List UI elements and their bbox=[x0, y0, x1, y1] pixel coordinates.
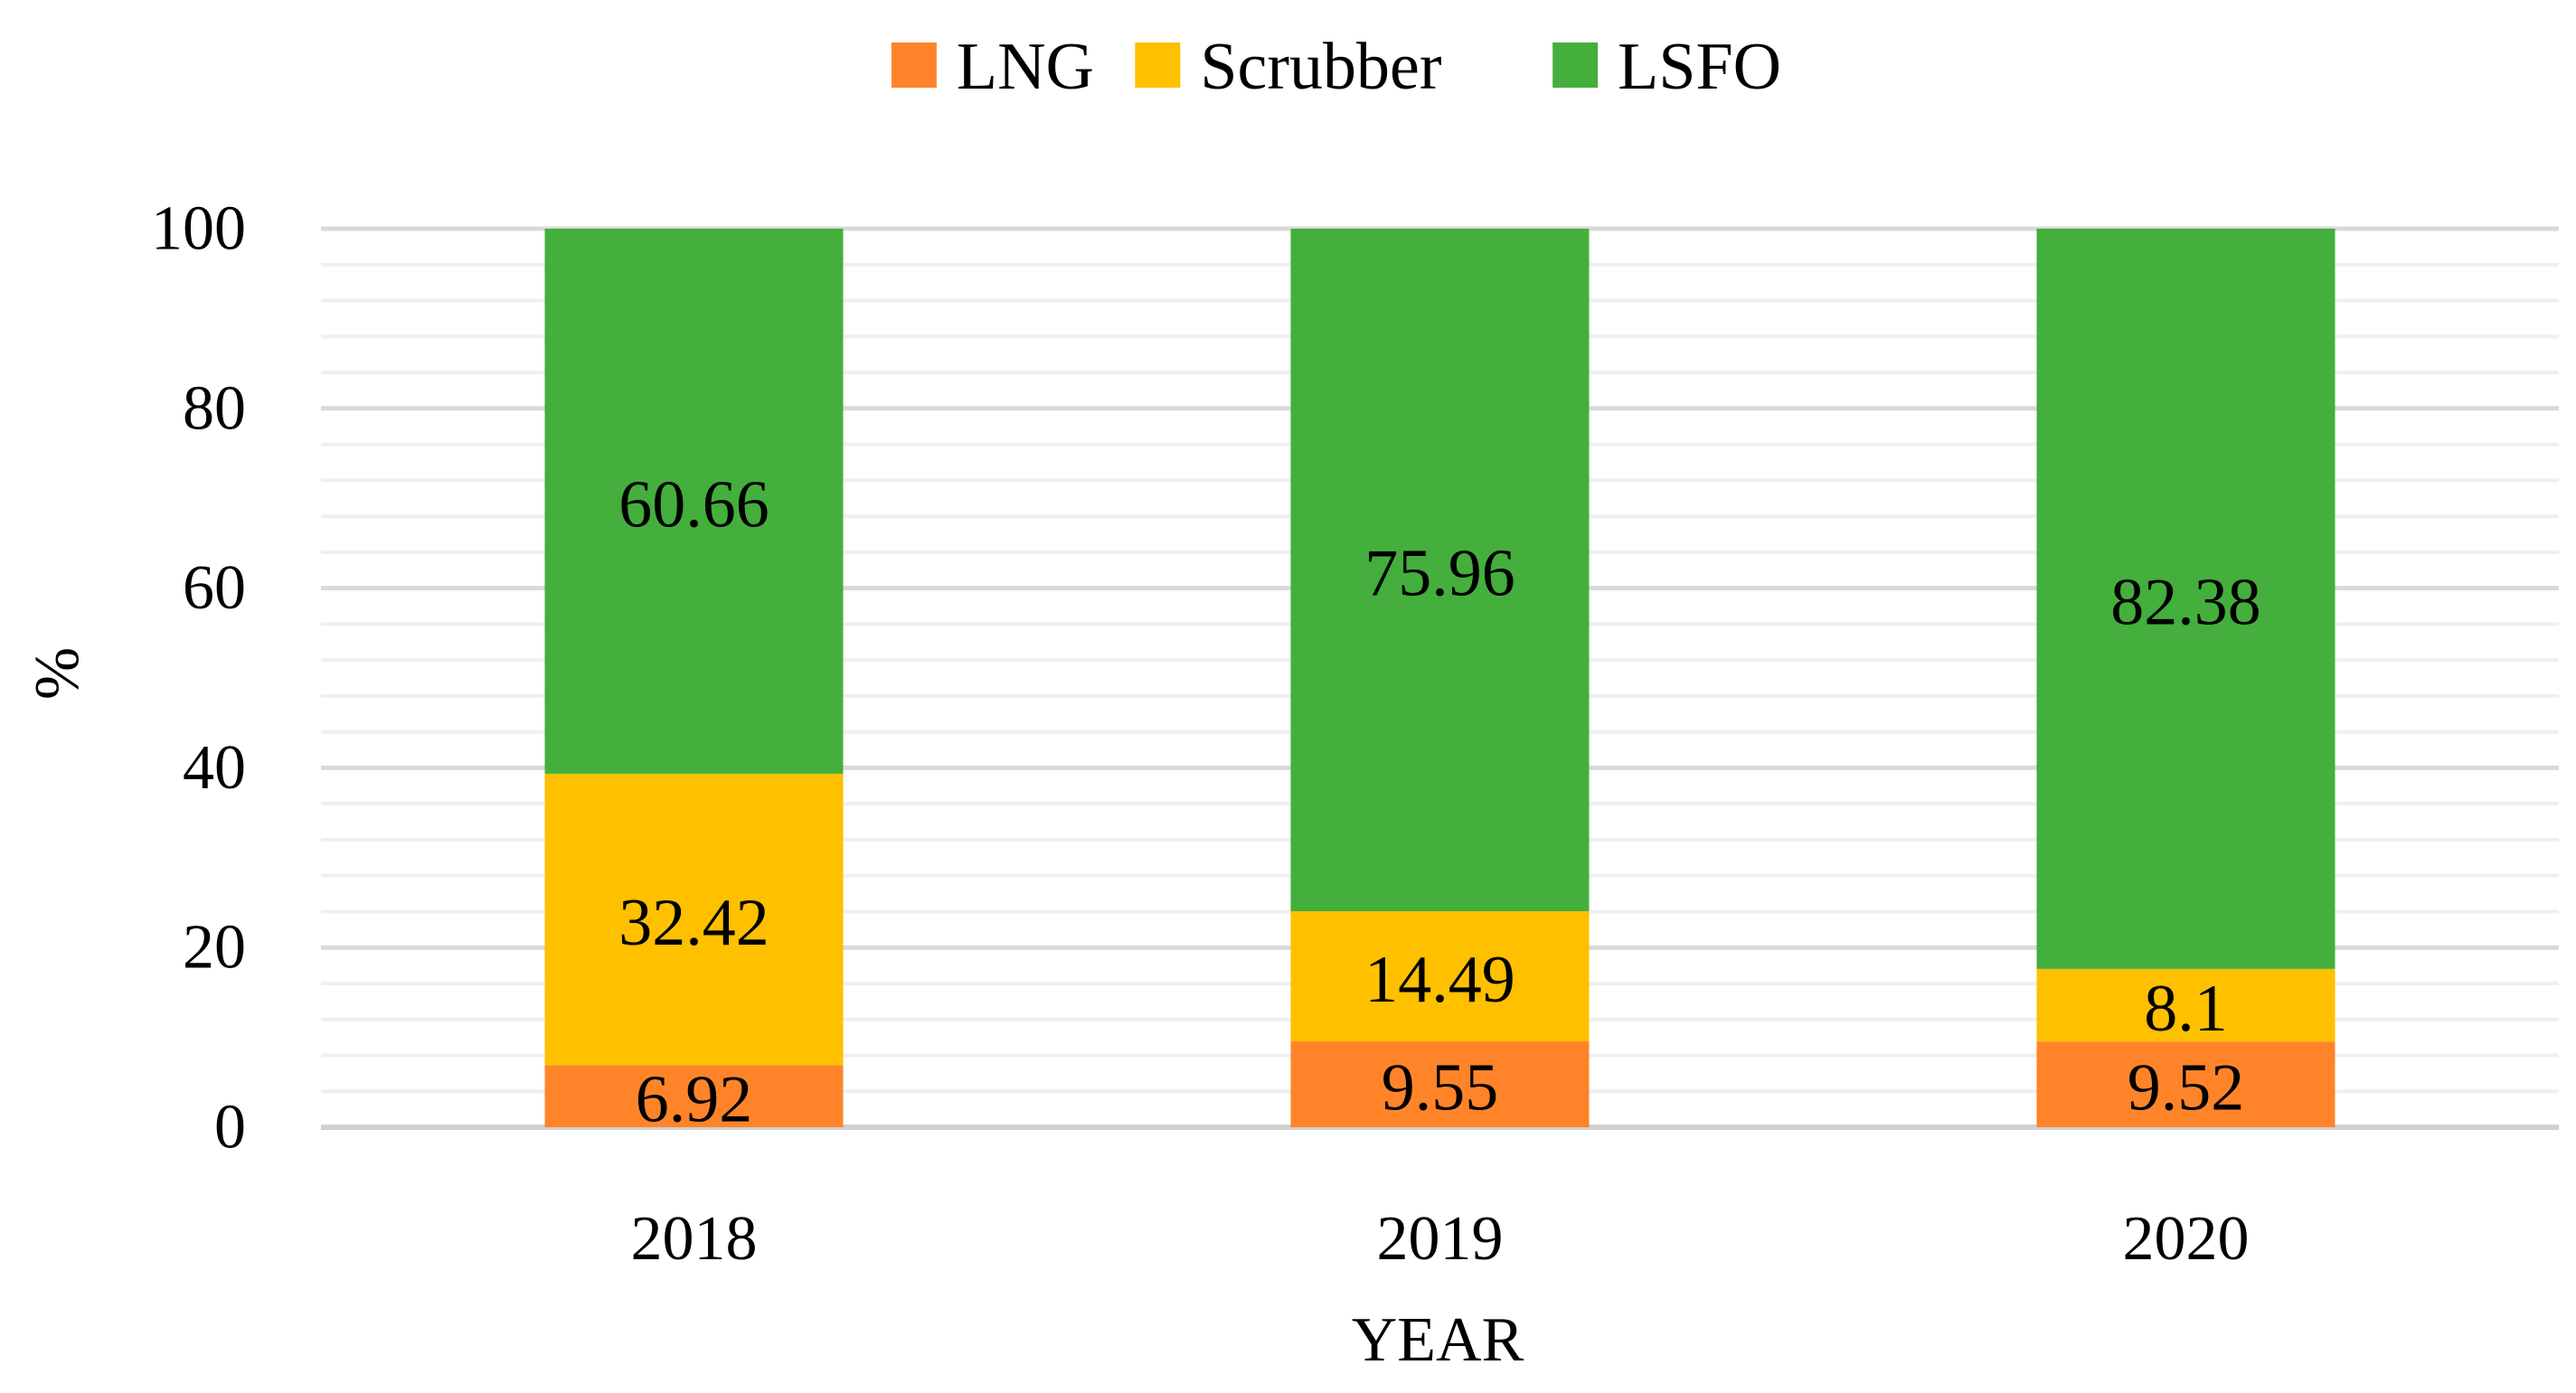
bar-segment-lng bbox=[2036, 1041, 2335, 1127]
x-axis: 2018 2019 2020 bbox=[631, 1204, 2250, 1274]
y-tick-label: 60 bbox=[183, 553, 246, 623]
legend-label-scrubber: Scrubber bbox=[1200, 30, 1441, 104]
legend-swatch-scrubber bbox=[1135, 42, 1181, 88]
legend-swatch-lsfo bbox=[1552, 42, 1599, 88]
data-label-lng: 6.92 bbox=[636, 1063, 753, 1137]
x-tick-label: 2020 bbox=[2123, 1204, 2250, 1274]
legend-label-lsfo: LSFO bbox=[1618, 30, 1781, 104]
data-label-lsfo: 82.38 bbox=[2110, 565, 2261, 639]
y-axis: 0 20 40 60 80 100 bbox=[151, 194, 246, 1162]
data-label-scrubber: 32.42 bbox=[618, 886, 769, 960]
data-labels: 6.92 32.42 60.66 9.55 14.49 75.96 9.528.1 82.38 bbox=[618, 467, 2261, 1136]
bar-segment-scrubber bbox=[1290, 911, 1590, 1042]
x-axis-title: YEAR bbox=[1352, 1305, 1524, 1375]
bar-segment-lsfo bbox=[1290, 229, 1590, 912]
data-label-lng: 9.52 bbox=[2128, 1051, 2245, 1125]
data-label-lsfo: 75.96 bbox=[1364, 537, 1515, 611]
bar-segment-lsfo bbox=[544, 229, 844, 774]
legend-label-lng: LNG bbox=[957, 30, 1094, 104]
bar-segment-lng bbox=[1290, 1041, 1590, 1127]
data-label-scrubber: 8.1 bbox=[2144, 972, 2228, 1046]
bars bbox=[544, 229, 2335, 1127]
data-label-lng: 9.55 bbox=[1382, 1051, 1499, 1125]
y-tick-label: 40 bbox=[183, 733, 246, 803]
x-tick-label: 2018 bbox=[631, 1204, 758, 1274]
legend: LNG Scrubber LSFO bbox=[891, 30, 1781, 104]
y-axis-title: % bbox=[23, 647, 92, 700]
bar-segment-lsfo bbox=[2036, 229, 2335, 969]
bar-segment-lng bbox=[544, 1065, 844, 1127]
y-tick-label: 80 bbox=[183, 373, 246, 443]
bar-segment-scrubber bbox=[544, 773, 844, 1066]
data-label-scrubber: 14.49 bbox=[1364, 943, 1515, 1017]
bar-segment-scrubber bbox=[2036, 968, 2335, 1042]
x-tick-label: 2019 bbox=[1377, 1204, 1504, 1274]
y-tick-label: 0 bbox=[214, 1093, 246, 1162]
y-tick-label: 100 bbox=[151, 194, 246, 264]
legend-swatch-lng bbox=[891, 42, 937, 88]
data-label-lsfo: 60.66 bbox=[618, 467, 769, 541]
y-tick-label: 20 bbox=[183, 913, 246, 983]
